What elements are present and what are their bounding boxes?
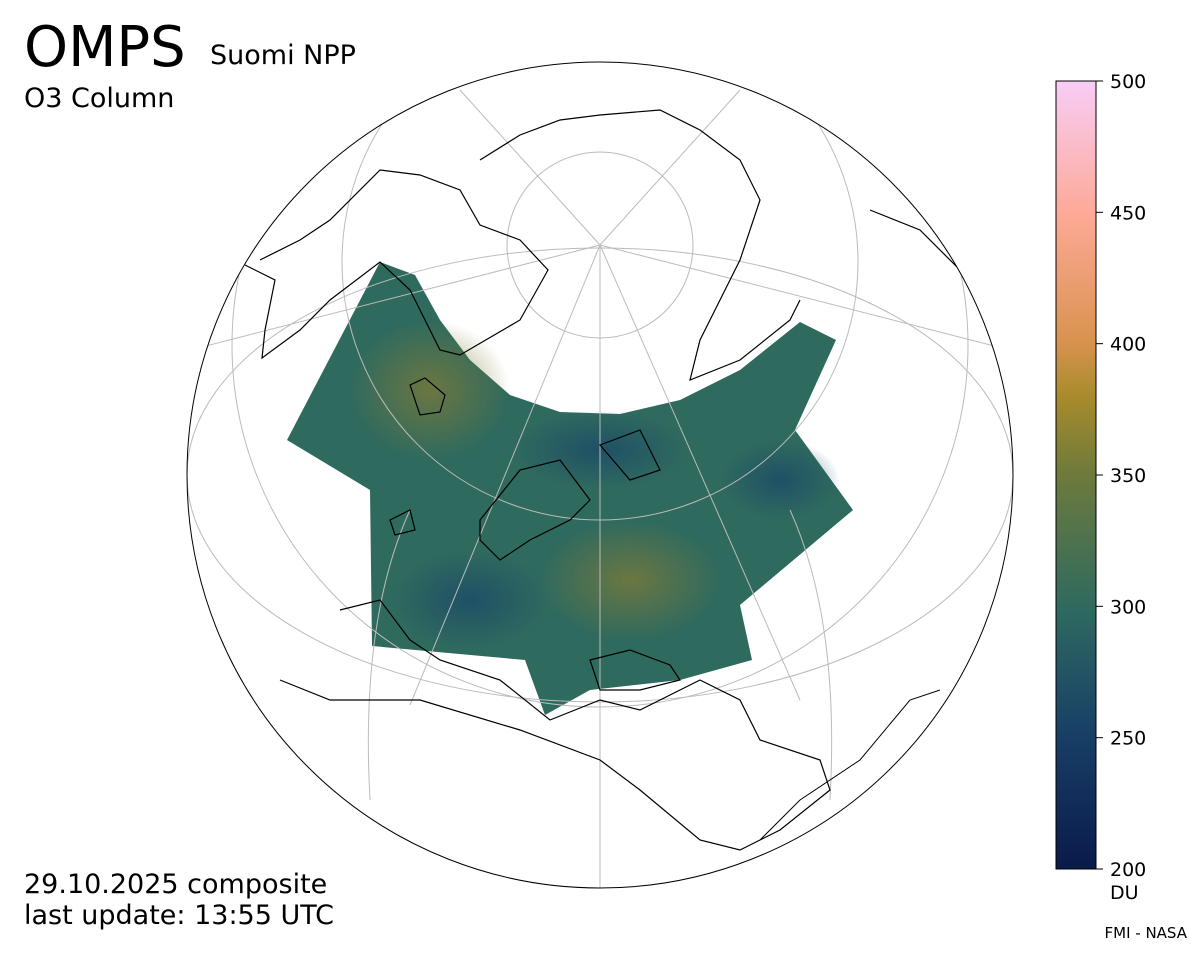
globe — [187, 62, 1013, 888]
coastlines — [244, 109, 991, 851]
graticule — [187, 62, 1013, 888]
ozone-low — [720, 440, 840, 520]
colorbar: DU 200 250 300 350 400 450 500 — [1055, 71, 1146, 904]
update: last update: 13:55 UTC — [24, 900, 334, 931]
colorbar-unit: DU — [1110, 882, 1139, 904]
ozone-high — [350, 320, 510, 460]
credit: FMI - NASA — [1105, 924, 1188, 942]
colorbar-tick-label: 250 — [1110, 728, 1146, 750]
ozone-high — [540, 520, 720, 640]
title: OMPS — [24, 15, 186, 80]
colorbar-tick-label: 400 — [1110, 334, 1146, 356]
subtitle: Suomi NPP — [210, 40, 356, 71]
ozone-low — [390, 550, 550, 650]
colorbar-tick-label: 200 — [1110, 859, 1146, 881]
globe-outline — [186, 61, 1014, 889]
date: 29.10.2025 composite — [24, 869, 327, 900]
product: O3 Column — [24, 83, 174, 114]
colorbar-tick-label: 450 — [1110, 202, 1146, 224]
colorbar-tick-label: 300 — [1110, 596, 1146, 618]
colorbar-tick-label: 350 — [1110, 465, 1146, 487]
colorbar-scale — [1055, 80, 1097, 870]
colorbar-tick-label: 500 — [1110, 71, 1146, 93]
